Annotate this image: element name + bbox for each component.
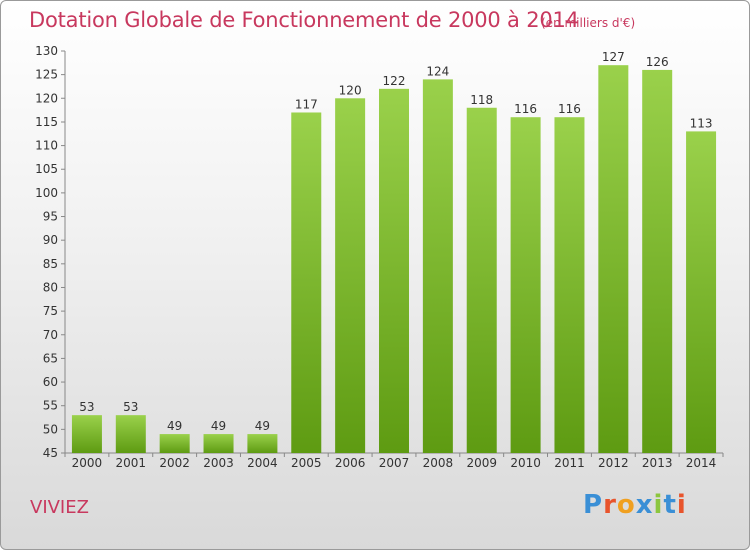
logo-letter: x — [635, 490, 654, 520]
bar-2011 — [554, 117, 585, 453]
labels: 2000 53 2001 53 2002 49 2003 49 2004 49 2005 117 200… — [72, 50, 717, 470]
axes: 45 50 55 60 65 70 75 80 85 90 95 100 105 110 115 120 125… — [35, 44, 724, 460]
logo-letter: i — [653, 490, 664, 520]
bars — [71, 65, 717, 454]
data-label-2009: 118 — [470, 93, 493, 107]
y-tick-label: 80 — [43, 280, 58, 294]
bar-2010 — [510, 117, 541, 453]
data-label-2005: 117 — [295, 97, 318, 111]
x-tick-label: 2009 — [466, 456, 497, 470]
data-label-2011: 116 — [558, 102, 581, 116]
y-tick-label: 100 — [35, 186, 58, 200]
y-tick-label: 75 — [43, 304, 58, 318]
data-label-2003: 49 — [211, 419, 226, 433]
x-tick-label: 2003 — [203, 456, 234, 470]
chart-subtitle: (en milliers d'€) — [541, 16, 636, 30]
x-tick-label: 2013 — [642, 456, 673, 470]
chart-title: Dotation Globale de Fonctionnement de 20… — [29, 8, 579, 32]
data-label-2013: 126 — [646, 55, 669, 69]
logo-letter: o — [616, 490, 636, 520]
data-label-2000: 53 — [79, 400, 94, 414]
y-tick-label: 60 — [43, 375, 58, 389]
data-label-2006: 120 — [339, 83, 362, 97]
x-tick-label: 2011 — [554, 456, 585, 470]
x-tick-label: 2007 — [379, 456, 410, 470]
bar-2000 — [71, 415, 102, 453]
y-tick-label: 125 — [35, 68, 58, 82]
y-tick-label: 70 — [43, 328, 58, 342]
bar-2008 — [422, 79, 453, 454]
data-label-2004: 49 — [255, 419, 270, 433]
bar-2013 — [642, 69, 673, 453]
bar-2005 — [291, 112, 322, 453]
bar-2007 — [379, 88, 409, 453]
x-tick-label: 2002 — [159, 456, 190, 470]
y-tick-label: 55 — [43, 399, 58, 413]
y-tick-label: 120 — [35, 91, 58, 105]
y-tick-label: 90 — [43, 233, 58, 247]
x-tick-label: 2008 — [423, 456, 454, 470]
logo-letter: P — [583, 490, 604, 520]
bar-2014 — [686, 131, 717, 453]
y-tick-label: 50 — [43, 422, 58, 436]
proxiti-logo: Proxiti — [583, 490, 687, 520]
data-label-2002: 49 — [167, 419, 182, 433]
y-tick-label: 65 — [43, 351, 58, 365]
x-tick-label: 2000 — [72, 456, 103, 470]
logo-letter: i — [676, 490, 687, 520]
x-tick-label: 2005 — [291, 456, 322, 470]
data-label-2012: 127 — [602, 50, 625, 64]
logo-letter: r — [603, 490, 617, 520]
x-tick-label: 2001 — [116, 456, 147, 470]
x-tick-label: 2012 — [598, 456, 629, 470]
data-label-2001: 53 — [123, 400, 138, 414]
x-tick-label: 2004 — [247, 456, 278, 470]
commune-name: VIVIEZ — [30, 497, 89, 518]
bar-2003 — [203, 434, 234, 453]
x-tick-label: 2010 — [510, 456, 541, 470]
bar-2006 — [335, 98, 366, 453]
y-tick-label: 85 — [43, 257, 58, 271]
data-label-2008: 124 — [426, 64, 449, 78]
data-label-2014: 113 — [690, 116, 713, 130]
logo-letter: t — [663, 490, 677, 520]
x-tick-label: 2006 — [335, 456, 366, 470]
y-tick-label: 95 — [43, 210, 58, 224]
data-label-2010: 116 — [514, 102, 537, 116]
bar-2012 — [598, 65, 629, 453]
x-tick-label: 2014 — [686, 456, 717, 470]
bar-2002 — [159, 434, 190, 453]
y-tick-label: 110 — [35, 139, 58, 153]
y-tick-label: 115 — [35, 115, 58, 129]
y-tick-label: 45 — [43, 446, 58, 460]
bar-2004 — [247, 434, 278, 453]
y-tick-label: 105 — [35, 162, 58, 176]
bar-2009 — [466, 107, 497, 454]
bar-2001 — [115, 415, 146, 453]
data-label-2007: 122 — [383, 74, 406, 88]
y-tick-label: 130 — [35, 44, 58, 58]
